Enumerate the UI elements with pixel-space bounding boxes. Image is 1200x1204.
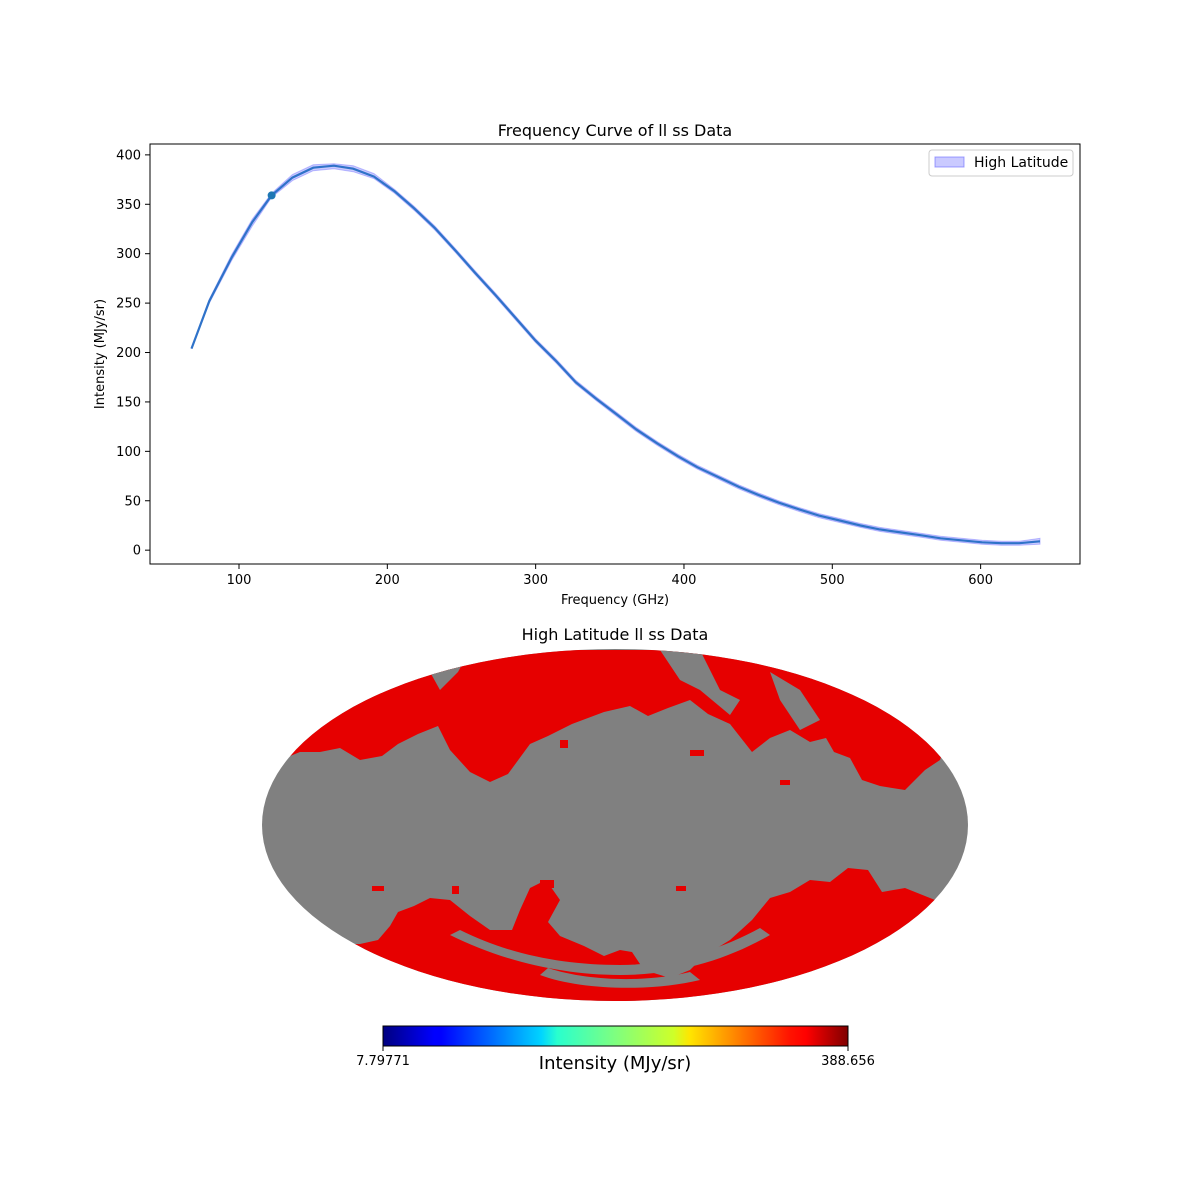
colorbar-gradient: [382, 1025, 849, 1047]
south-speck: [540, 880, 554, 888]
y-tick-label: 350: [116, 198, 141, 213]
north-speck: [780, 780, 790, 785]
x-tick-label: 600: [968, 573, 993, 588]
south-speck: [676, 886, 686, 891]
north-speck: [690, 750, 704, 756]
high-latitude-sky-map: High Latitude ll ss Data: [262, 625, 968, 1001]
high-latitude-band: [191, 163, 1041, 546]
y-tick-label: 100: [116, 445, 141, 460]
x-tick-label: 500: [820, 573, 845, 588]
y-tick-label: 150: [116, 395, 141, 410]
south-gap: [450, 928, 770, 975]
y-tick-label: 200: [116, 346, 141, 361]
y-axis-label: Intensity (MJy/sr): [93, 299, 108, 409]
y-tick-label: 50: [124, 494, 141, 509]
colorbar-min-label: 7.79771: [356, 1054, 410, 1069]
y-axis-ticks: 0 50 100 150 200 250 300 350 400: [116, 148, 150, 559]
x-axis-ticks: 100 200 300 400 500 600: [227, 564, 993, 588]
north-gap: [770, 672, 820, 730]
south-speck: [452, 886, 459, 894]
north-speck: [560, 740, 568, 748]
map-title: High Latitude ll ss Data: [522, 625, 709, 644]
y-tick-label: 400: [116, 148, 141, 163]
x-tick-label: 300: [523, 573, 548, 588]
colorbar-label: Intensity (MJy/sr): [539, 1053, 691, 1074]
north-gap: [660, 650, 740, 715]
y-tick-label: 300: [116, 247, 141, 262]
south-gap: [540, 968, 700, 988]
frequency-curve-chart: Frequency Curve of ll ss Data 100 200 300 4…: [93, 121, 1081, 608]
x-tick-label: 400: [672, 573, 697, 588]
high-latitude-line: [190, 164, 1041, 545]
north-region: [262, 650, 968, 790]
x-axis-label: Frequency (GHz): [561, 593, 669, 608]
x-tick-label: 100: [227, 573, 252, 588]
peak-marker-point: [267, 191, 276, 200]
legend-swatch: [934, 156, 965, 168]
x-tick-label: 200: [375, 573, 400, 588]
y-tick-label: 250: [116, 297, 141, 312]
chart-title: Frequency Curve of ll ss Data: [498, 121, 732, 140]
south-gap: [600, 890, 660, 915]
colorbar-max-label: 388.656: [821, 1054, 875, 1069]
legend-box: [928, 149, 1074, 177]
legend: High Latitude: [928, 149, 1074, 177]
legend-entry: High Latitude: [974, 155, 1068, 171]
south-speck: [372, 886, 384, 891]
colorbar: 7.79771 388.656 Intensity (MJy/sr): [356, 1025, 875, 1074]
plot-frame: [149, 143, 1081, 565]
y-tick-label: 0: [133, 544, 141, 559]
